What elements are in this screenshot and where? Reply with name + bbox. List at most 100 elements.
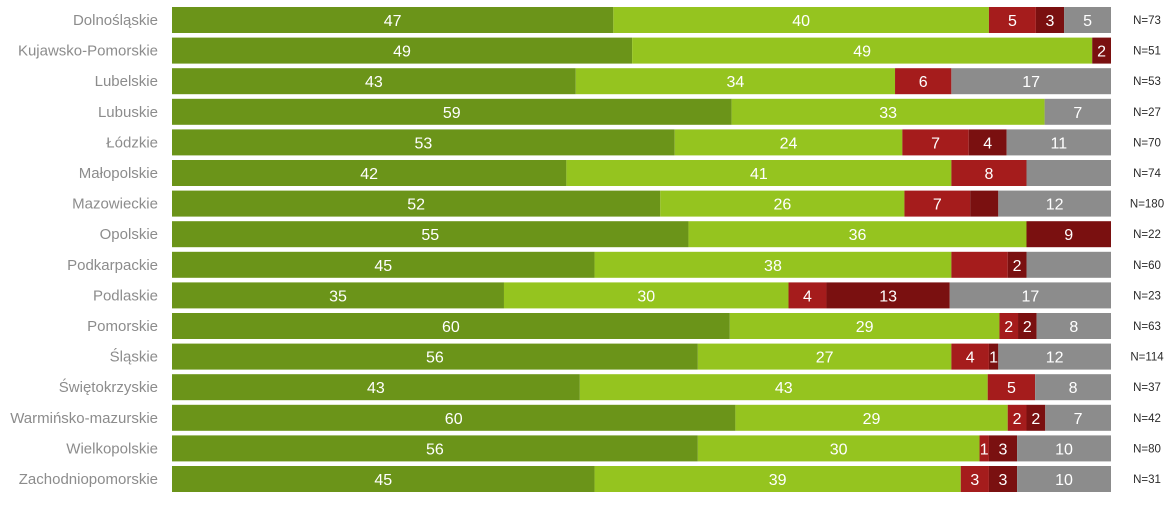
category-label: Kujawsko-Pomorskie: [18, 43, 158, 60]
data-label: 39: [769, 472, 787, 489]
bar-segment: [1026, 251, 1111, 278]
data-label: 2: [1013, 258, 1022, 275]
sample-size-label: N=74: [1133, 168, 1161, 180]
data-label: 45: [374, 472, 392, 489]
sample-size-label: N=73: [1133, 15, 1161, 27]
data-label: 43: [367, 380, 385, 397]
data-label: 3: [1046, 13, 1055, 30]
data-label: 40: [792, 13, 810, 30]
category-label: Zachodniopomorskie: [19, 471, 158, 488]
bar-row: Pomorskie 60 29 2 2 8 N=63: [87, 313, 1161, 339]
bar-segment: [594, 466, 961, 492]
data-label: 3: [999, 441, 1008, 458]
data-label: 3: [970, 472, 979, 489]
data-label: 8: [1069, 380, 1078, 397]
bar-segment: [697, 435, 980, 462]
bar-segment: [1017, 466, 1111, 492]
bar-row: Zachodniopomorskie 45 39 3 3 10 N=31: [19, 466, 1161, 492]
data-label: 49: [393, 44, 411, 61]
bar-segment: [503, 282, 789, 309]
data-label: 53: [414, 135, 432, 152]
bar-segment: [1007, 251, 1027, 278]
bar-segment: [575, 68, 896, 95]
bar-segment: [1036, 313, 1111, 339]
bar-segment: [1006, 129, 1111, 156]
bar-row: Świętokrzyskie 43 43 5 8 N=37: [59, 374, 1161, 401]
bar-row: Śląskie 56 27 4 1 12 N=114: [110, 343, 1164, 370]
bar-segment: [960, 466, 989, 492]
sample-size-label: N=42: [1133, 413, 1161, 425]
bar-segment: [674, 129, 903, 156]
data-label: 11: [1051, 135, 1068, 152]
bar-row: Podkarpackie 45 38 2 N=60: [67, 251, 1161, 278]
bar-segment: [1026, 404, 1046, 431]
data-label: 26: [773, 197, 791, 214]
bar-segment: [951, 251, 1008, 278]
bar-segment: [1035, 374, 1111, 401]
bar-row: Mazowieckie 52 26 7 12 N=180: [72, 190, 1164, 217]
data-label: 56: [426, 441, 444, 458]
bar-row: Kujawsko-Pomorskie 49 49 2 N=51: [18, 37, 1161, 64]
bar-segment: [988, 343, 999, 370]
sample-size-label: N=37: [1133, 382, 1161, 394]
data-label: 9: [1064, 227, 1073, 244]
bar-row: Lubuskie 59 33 7 N=27: [98, 98, 1161, 125]
data-label: 30: [830, 441, 848, 458]
data-label: 10: [1055, 472, 1073, 489]
data-label: 45: [374, 258, 392, 275]
bar-segment: [1044, 98, 1111, 125]
data-label: 4: [966, 350, 975, 367]
bar-segment: [632, 37, 1093, 64]
category-label: Mazowieckie: [72, 196, 158, 213]
category-label: Świętokrzyskie: [59, 378, 158, 396]
data-label: 12: [1046, 350, 1064, 367]
bar-segment: [172, 404, 736, 431]
bar-segment: [735, 404, 1008, 431]
data-label: 7: [1074, 411, 1083, 428]
bar-segment: [988, 435, 1018, 462]
data-label: 47: [384, 13, 402, 30]
bar-segment: [688, 221, 1027, 248]
bar-segment: [949, 282, 1111, 309]
data-label: 59: [443, 105, 461, 122]
data-label: 2: [1097, 44, 1106, 61]
bar-segment: [172, 98, 732, 125]
data-label: 6: [919, 74, 928, 91]
category-label: Lubuskie: [98, 104, 158, 121]
bar-row: Łódzkie 53 24 7 4 11 N=70: [106, 129, 1161, 156]
data-label: 10: [1055, 441, 1073, 458]
data-label: 12: [1046, 197, 1064, 214]
data-label: 43: [775, 380, 793, 397]
bar-segment: [172, 466, 595, 492]
bar-row: Dolnośląskie 47 40 5 3 5 N=73: [73, 7, 1161, 33]
data-label: 4: [983, 135, 992, 152]
bar-segment: [660, 190, 905, 217]
data-label: 5: [1008, 13, 1017, 30]
bar-segment: [1045, 404, 1111, 431]
bar-segment: [968, 129, 1007, 156]
bar-segment: [172, 282, 504, 309]
bar-segment: [613, 7, 989, 33]
data-label: 1: [980, 441, 989, 458]
bar-segment: [172, 190, 661, 217]
bar-segment: [172, 343, 698, 370]
data-label: 33: [879, 105, 897, 122]
data-label: 29: [863, 411, 881, 428]
bar-segment: [904, 190, 971, 217]
bar-segment: [951, 343, 989, 370]
category-label: Śląskie: [110, 348, 158, 366]
bar-segment: [1035, 7, 1065, 33]
category-label: Opolskie: [100, 226, 158, 243]
data-label: 55: [421, 227, 439, 244]
bar-row: Warmińsko-mazurskie 60 29 2 2 7 N=42: [10, 404, 1161, 431]
bar-row: Podlaskie 35 30 4 13 17 N=23: [93, 282, 1161, 309]
bar-segment: [172, 129, 675, 156]
data-label: 41: [750, 166, 768, 183]
bar-segment: [579, 374, 988, 401]
bar-segment: [731, 98, 1045, 125]
bar-segment: [1064, 7, 1111, 33]
sample-size-label: N=60: [1133, 260, 1161, 272]
sample-size-label: N=27: [1133, 107, 1161, 119]
category-label: Łódzkie: [106, 134, 158, 151]
